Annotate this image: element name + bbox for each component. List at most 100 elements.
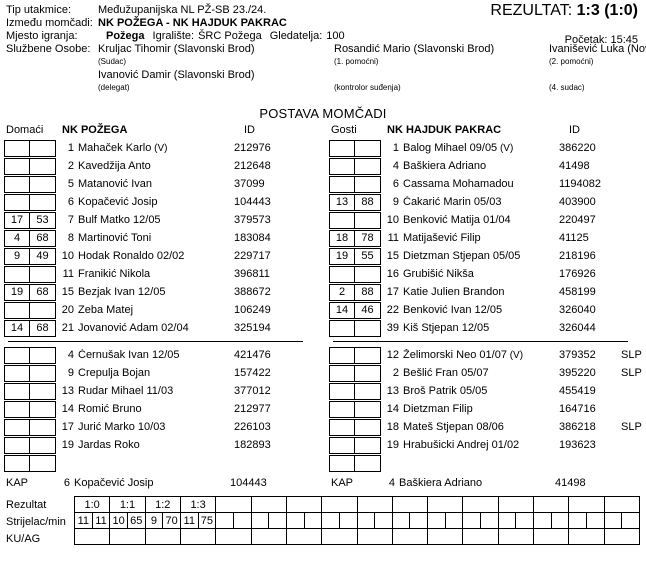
strijelac-scorer-cell[interactable] <box>533 512 552 529</box>
sub-minute-box[interactable]: 88 <box>355 193 381 211</box>
strijelac-minute-cell[interactable]: 70 <box>162 512 181 529</box>
strijelac-minute-cell[interactable] <box>409 512 429 529</box>
strijelac-scorer-cell[interactable] <box>285 512 305 529</box>
sub-in-number-box[interactable] <box>4 139 30 157</box>
sub-minute-box[interactable] <box>30 139 56 157</box>
sub-minute-box[interactable] <box>355 157 381 175</box>
sub-in-number-box[interactable] <box>329 364 355 382</box>
sub-minute-box[interactable] <box>30 193 56 211</box>
sub-minute-box[interactable] <box>30 265 56 283</box>
strijelac-minute-cell[interactable]: 65 <box>126 512 146 529</box>
sub-in-number-box[interactable] <box>329 175 355 193</box>
sub-in-number-box[interactable] <box>329 319 355 337</box>
sub-in-number-box[interactable] <box>4 364 30 382</box>
kuag-cell[interactable] <box>250 528 287 545</box>
kuag-cell[interactable] <box>497 528 535 545</box>
sub-in-number-box[interactable]: 17 <box>4 211 30 229</box>
sub-in-number-box[interactable]: 14 <box>4 319 30 337</box>
sub-minute-box[interactable] <box>30 364 56 382</box>
rezultat-cell[interactable] <box>568 496 605 513</box>
strijelac-minute-cell[interactable] <box>550 512 570 529</box>
rezultat-cell[interactable]: 1:3 <box>179 496 217 513</box>
sub-in-number-box[interactable] <box>4 346 30 364</box>
sub-in-number-box[interactable] <box>329 346 355 364</box>
kuag-cell[interactable] <box>144 528 181 545</box>
sub-minute-box[interactable] <box>355 346 381 364</box>
sub-in-number-box[interactable] <box>4 157 30 175</box>
kuag-cell[interactable] <box>321 528 358 545</box>
rezultat-cell[interactable]: 1:1 <box>109 496 146 513</box>
rezultat-cell[interactable] <box>250 496 287 513</box>
sub-in-number-box[interactable] <box>329 454 355 472</box>
strijelac-scorer-cell[interactable] <box>497 512 517 529</box>
rezultat-cell[interactable] <box>285 496 323 513</box>
kuag-cell[interactable] <box>427 528 464 545</box>
kuag-cell[interactable] <box>462 528 499 545</box>
sub-in-number-box[interactable] <box>4 400 30 418</box>
strijelac-scorer-cell[interactable]: 10 <box>109 512 128 529</box>
sub-minute-box[interactable] <box>355 211 381 229</box>
sub-in-number-box[interactable]: 13 <box>329 193 355 211</box>
sub-minute-box[interactable]: 68 <box>30 283 56 301</box>
strijelac-minute-cell[interactable] <box>586 512 605 529</box>
kuag-cell[interactable] <box>568 528 605 545</box>
kuag-cell[interactable] <box>73 528 111 545</box>
sub-minute-box[interactable] <box>30 382 56 400</box>
sub-minute-box[interactable] <box>30 157 56 175</box>
sub-in-number-box[interactable] <box>329 265 355 283</box>
sub-minute-box[interactable] <box>30 346 56 364</box>
sub-minute-box[interactable] <box>355 364 381 382</box>
sub-minute-box[interactable] <box>30 436 56 454</box>
sub-in-number-box[interactable]: 9 <box>4 247 30 265</box>
sub-minute-box[interactable] <box>355 454 381 472</box>
strijelac-scorer-cell[interactable]: 11 <box>74 512 93 529</box>
sub-minute-box[interactable] <box>30 454 56 472</box>
rezultat-cell[interactable] <box>603 496 641 513</box>
strijelac-minute-cell[interactable] <box>338 512 358 529</box>
rezultat-cell[interactable]: 1:2 <box>144 496 181 513</box>
sub-in-number-box[interactable] <box>329 436 355 454</box>
strijelac-scorer-cell[interactable] <box>391 512 411 529</box>
sub-minute-box[interactable]: 88 <box>355 283 381 301</box>
sub-in-number-box[interactable] <box>4 436 30 454</box>
sub-minute-box[interactable] <box>355 436 381 454</box>
strijelac-minute-cell[interactable] <box>374 512 393 529</box>
strijelac-minute-cell[interactable] <box>444 512 464 529</box>
sub-minute-box[interactable] <box>355 175 381 193</box>
rezultat-cell[interactable] <box>391 496 429 513</box>
sub-minute-box[interactable]: 49 <box>30 247 56 265</box>
sub-in-number-box[interactable]: 18 <box>329 229 355 247</box>
sub-in-number-box[interactable] <box>4 418 30 436</box>
sub-minute-box[interactable] <box>30 400 56 418</box>
sub-in-number-box[interactable] <box>4 265 30 283</box>
sub-minute-box[interactable]: 68 <box>30 229 56 247</box>
strijelac-scorer-cell[interactable] <box>427 512 446 529</box>
kuag-cell[interactable] <box>603 528 641 545</box>
sub-in-number-box[interactable] <box>329 211 355 229</box>
strijelac-minute-cell[interactable] <box>480 512 499 529</box>
sub-in-number-box[interactable] <box>329 139 355 157</box>
kuag-cell[interactable] <box>391 528 429 545</box>
sub-minute-box[interactable]: 46 <box>355 301 381 319</box>
strijelac-scorer-cell[interactable]: 11 <box>179 512 199 529</box>
kuag-cell[interactable] <box>356 528 393 545</box>
kuag-cell[interactable] <box>215 528 252 545</box>
strijelac-minute-cell[interactable] <box>268 512 287 529</box>
sub-minute-box[interactable]: 68 <box>30 319 56 337</box>
sub-in-number-box[interactable]: 2 <box>329 283 355 301</box>
strijelac-minute-cell[interactable] <box>621 512 640 529</box>
kuag-cell[interactable] <box>179 528 217 545</box>
sub-in-number-box[interactable]: 4 <box>4 229 30 247</box>
strijelac-scorer-cell[interactable] <box>603 512 623 529</box>
sub-minute-box[interactable]: 78 <box>355 229 381 247</box>
rezultat-cell[interactable] <box>215 496 252 513</box>
sub-minute-box[interactable] <box>355 265 381 283</box>
sub-minute-box[interactable] <box>30 418 56 436</box>
rezultat-cell[interactable] <box>427 496 464 513</box>
strijelac-scorer-cell[interactable] <box>462 512 482 529</box>
kuag-cell[interactable] <box>285 528 323 545</box>
rezultat-cell[interactable] <box>533 496 570 513</box>
sub-in-number-box[interactable] <box>329 418 355 436</box>
sub-in-number-box[interactable] <box>4 454 30 472</box>
sub-in-number-box[interactable] <box>329 157 355 175</box>
